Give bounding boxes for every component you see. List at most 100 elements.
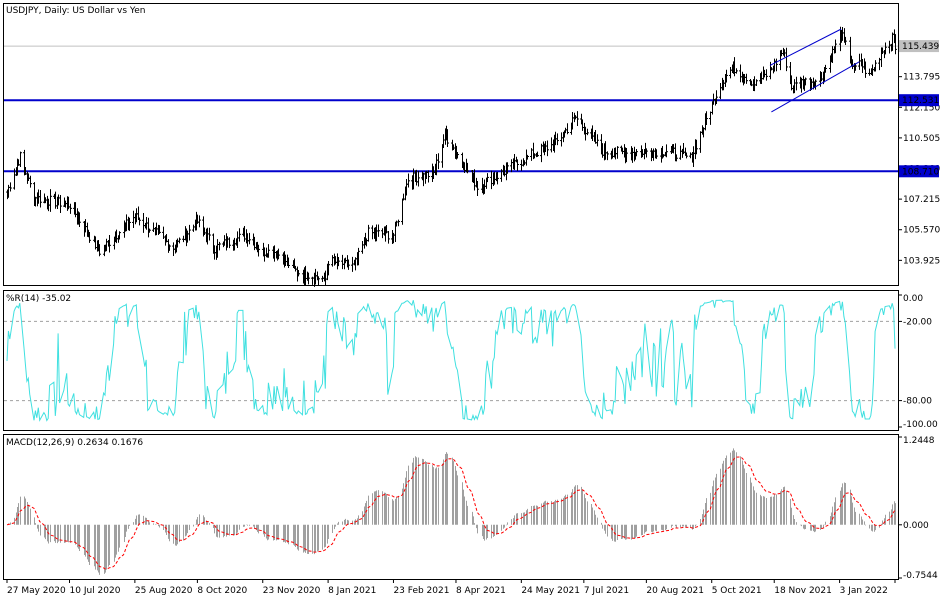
ohlc-bar	[98, 244, 101, 257]
ohlc-bar	[874, 60, 877, 72]
ohlc-bar	[616, 146, 619, 159]
y-tick-label: 105.570	[903, 226, 940, 236]
ohlc-bar	[437, 153, 440, 170]
ohlc-bar	[546, 140, 549, 157]
ohlc-bar	[238, 228, 241, 242]
ohlc-bar	[118, 231, 121, 240]
ohlc-bar	[178, 237, 181, 244]
axis-labels: 113.795112.150110.505108.860107.215105.5…	[6, 40, 940, 596]
ohlc-bar	[327, 261, 330, 276]
ohlc-bar	[446, 129, 449, 148]
ohlc-bar	[560, 132, 563, 147]
y-tick-label: 110.505	[903, 134, 940, 144]
ohlc-bar	[476, 180, 479, 196]
ohlc-bar	[645, 148, 648, 158]
ohlc-bar	[566, 123, 569, 135]
ohlc-bar	[361, 240, 364, 254]
ohlc-bar	[88, 232, 91, 243]
ohlc-bar	[655, 149, 658, 159]
ohlc-bar	[192, 224, 195, 232]
ohlc-bar	[894, 34, 897, 55]
ohlc-bar	[427, 170, 430, 183]
y-tick-label: 112.150	[903, 103, 940, 113]
ohlc-bar	[834, 39, 837, 54]
ohlc-bar	[347, 259, 350, 270]
ohlc-bar	[536, 151, 539, 157]
ohlc-bar	[824, 64, 827, 73]
x-tick-label: 23 Nov 2020	[263, 586, 321, 596]
ohlc-bar	[78, 212, 81, 228]
ohlc-bar	[387, 231, 390, 244]
ohlc-bar	[844, 36, 847, 45]
x-tick-label: 20 Aug 2021	[646, 586, 704, 596]
ohlc-bar	[486, 173, 489, 183]
ohlc-bar	[142, 212, 145, 233]
support-tag-1-box	[899, 94, 939, 107]
ohlc-bar	[168, 244, 171, 251]
ohlc-bar	[795, 76, 798, 91]
ohlc-bar	[739, 64, 742, 83]
x-tick-label: 18 Nov 2021	[774, 586, 832, 596]
ohlc-bar	[689, 152, 692, 159]
ohlc-bar	[218, 241, 221, 251]
ohlc-bar	[576, 111, 579, 127]
ohlc-bar	[307, 272, 310, 285]
ohlc-bar	[287, 257, 290, 268]
ohlc-bar	[596, 134, 599, 147]
x-tick-label: 8 Jan 2021	[328, 586, 376, 596]
ohlc-bar	[148, 228, 151, 233]
price-series	[4, 26, 898, 287]
ohlc-bar	[59, 194, 62, 214]
ohlc-bar	[745, 73, 748, 84]
ohlc-bar	[331, 255, 334, 267]
ohlc-bar	[39, 189, 42, 208]
williams-r-series	[4, 299, 898, 422]
ohlc-bar	[675, 154, 678, 162]
macd-title: MACD(12,26,9) 0.2634 0.1676	[6, 438, 143, 448]
y-tick-label: 1.2448	[903, 436, 935, 446]
ohlc-bar	[367, 224, 370, 242]
ohlc-bar	[69, 203, 72, 214]
x-tick-label: 3 Jan 2022	[840, 586, 888, 596]
ohlc-bar	[540, 143, 543, 163]
ohlc-bar	[466, 162, 469, 174]
current-price-tag: 115.439	[902, 42, 939, 52]
ohlc-bar	[188, 224, 191, 241]
ohlc-bar	[635, 149, 638, 157]
ohlc-bar	[208, 227, 211, 241]
y-tick-label: -20.00	[903, 317, 932, 327]
ohlc-bar	[785, 47, 788, 72]
x-tick-label: 8 Apr 2021	[456, 586, 506, 596]
ohlc-bar	[755, 79, 758, 86]
ohlc-bar	[321, 275, 324, 283]
ohlc-bar	[765, 69, 768, 81]
ohlc-bar	[228, 237, 231, 249]
ohlc-bar	[719, 83, 722, 100]
ohlc-bar	[868, 68, 871, 76]
ohlc-bar	[19, 151, 22, 167]
ohlc-bar	[277, 248, 280, 260]
x-tick-label: 27 May 2020	[7, 586, 66, 596]
ohlc-bar	[725, 69, 728, 83]
macd-pane-frame	[3, 434, 899, 580]
ohlc-bar	[377, 224, 380, 237]
ohlc-bar	[526, 154, 529, 160]
y-tick-label: 0.00	[903, 294, 923, 304]
ohlc-bar	[695, 139, 698, 155]
y-tick-label: 113.795	[903, 73, 940, 83]
support-tag-1: 112.531	[902, 96, 939, 106]
support-tag-2-box	[899, 165, 939, 178]
x-tick-label: 5 Oct 2021	[712, 586, 762, 596]
ohlc-bar	[884, 42, 887, 55]
x-tick-label: 10 Jul 2020	[70, 586, 121, 596]
ohlc-bar	[888, 40, 891, 54]
ohlc-bar	[267, 244, 270, 258]
ohlc-bar	[735, 68, 738, 74]
ohlc-bar	[729, 67, 732, 79]
x-tick-label: 7 Jul 2021	[584, 586, 629, 596]
ohlc-bar	[606, 151, 609, 161]
ohlc-bar	[381, 228, 384, 239]
ohlc-bar	[699, 131, 702, 153]
